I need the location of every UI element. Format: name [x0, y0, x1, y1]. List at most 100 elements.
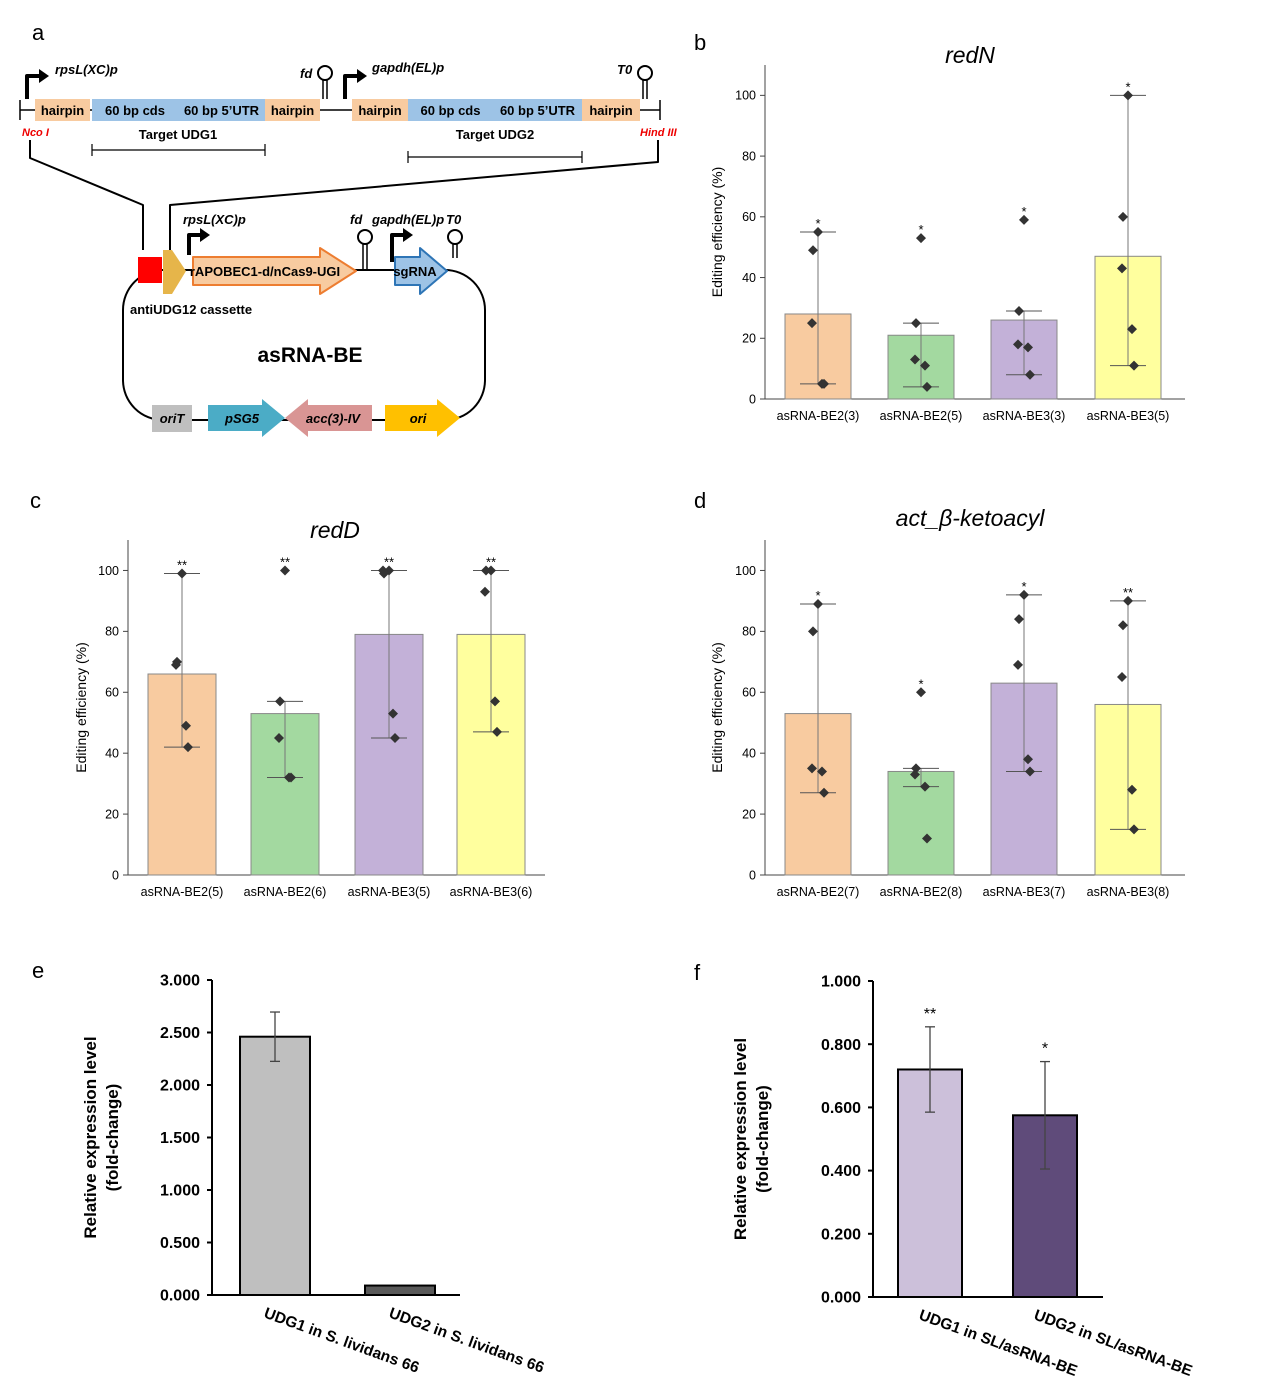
promoter-label: rpsL(XC)p — [183, 212, 246, 227]
y-tick-label: 100 — [735, 564, 756, 578]
panel-label: b — [694, 30, 706, 55]
y-tick-label: 80 — [742, 625, 756, 639]
site-label: Nco I — [22, 127, 50, 139]
part-box — [582, 99, 640, 121]
x-tick-label: asRNA-BE3(8) — [1087, 885, 1170, 899]
promoter-head — [403, 228, 413, 242]
data-point — [1127, 324, 1137, 335]
data-point — [1129, 360, 1139, 371]
data-point — [1013, 339, 1023, 350]
zoom-line — [29, 140, 659, 250]
gene-label: rAPOBEC1-d/nCas9-UGI — [190, 264, 340, 279]
panel-label: d — [694, 488, 706, 513]
gene-label: sgRNA — [393, 264, 437, 279]
promoter — [390, 233, 404, 262]
significance: * — [815, 588, 820, 603]
significance: ** — [384, 554, 394, 569]
y-tick-label: 20 — [742, 332, 756, 346]
y-axis-label: (fold-change) — [753, 1085, 772, 1193]
y-tick-label: 0.000 — [821, 1290, 861, 1307]
x-tick-label: asRNA-BE2(3) — [777, 409, 860, 423]
data-point — [1025, 369, 1035, 380]
bar — [239, 1035, 311, 1296]
promoter-label: rpsL(XC)p — [55, 62, 118, 77]
plasmid-name: asRNA-BE — [257, 344, 362, 367]
panel-label: e — [32, 958, 44, 983]
backbone-part — [152, 405, 192, 432]
y-axis-label: Editing efficiency (%) — [709, 642, 725, 772]
significance: ** — [177, 558, 187, 573]
chart: e Relative expression level (fold-change) 0… — [32, 958, 547, 1377]
x-tick-label: asRNA-BE3(3) — [983, 409, 1066, 423]
site-label: Hind III — [640, 127, 678, 139]
panel-label: c — [30, 488, 41, 513]
data-point — [1117, 263, 1127, 274]
bar — [887, 770, 955, 876]
data-point — [1023, 754, 1033, 765]
x-tick-label: asRNA-BE2(5) — [141, 885, 224, 899]
data-point — [1123, 90, 1133, 101]
terminator — [642, 80, 648, 99]
promoter-head — [39, 69, 49, 83]
data-point — [807, 763, 817, 774]
part-box — [35, 99, 90, 121]
data-point — [388, 708, 398, 719]
data-point — [1013, 659, 1023, 670]
data-point — [916, 233, 926, 244]
part-box — [92, 99, 178, 121]
terminator — [447, 229, 463, 245]
target-bracket — [91, 144, 583, 163]
terminator-label: T0 — [617, 62, 633, 77]
y-tick-label: 3.000 — [160, 973, 200, 990]
y-tick-label: 0.500 — [160, 1235, 200, 1252]
data-point — [1014, 614, 1024, 625]
diagram: a rpsL(XC)p fd gapdh(EL)p T0 Nco I Hind … — [19, 20, 678, 437]
data-point — [813, 227, 823, 237]
y-tick-label: 0.600 — [821, 1100, 861, 1117]
data-point — [1118, 211, 1128, 222]
part-label: hairpin — [271, 103, 314, 118]
data-point — [808, 626, 818, 637]
x-tick-label: asRNA-BE2(5) — [880, 409, 963, 423]
y-tick-label: 2.500 — [160, 1025, 200, 1042]
terminator — [317, 65, 333, 81]
data-point — [1025, 766, 1035, 777]
significance: * — [1042, 1041, 1048, 1058]
target-label: Target UDG1 — [139, 127, 218, 142]
data-point — [480, 586, 490, 597]
y-tick-label: 0 — [749, 868, 756, 882]
y-tick-label: 80 — [742, 149, 756, 163]
data-point — [813, 598, 823, 609]
chart-title: redD — [310, 517, 360, 543]
significance: * — [1125, 79, 1130, 94]
terminator-label: fd — [300, 66, 313, 81]
promoter-label: gapdh(EL)p — [371, 212, 444, 227]
data-point — [819, 787, 829, 798]
part-label: hairpin — [41, 103, 84, 118]
significance: * — [815, 216, 820, 231]
data-point — [181, 720, 191, 731]
gene-arrow — [192, 247, 357, 295]
y-tick-label: 40 — [105, 747, 119, 761]
y-axis-label: Editing efficiency (%) — [73, 642, 89, 772]
chart-title: act_β-ketoacyl — [896, 505, 1046, 531]
data-point — [922, 833, 932, 844]
data-point — [817, 766, 827, 777]
promoter — [25, 74, 40, 99]
data-point — [808, 245, 818, 256]
y-axis-label: Relative expression level — [81, 1036, 100, 1238]
data-point — [1118, 620, 1128, 631]
promoter-head — [357, 69, 367, 83]
y-tick-label: 1.000 — [160, 1183, 200, 1200]
part-box — [408, 99, 493, 121]
y-tick-label: 20 — [105, 807, 119, 821]
data-point — [177, 568, 187, 579]
data-point — [910, 769, 920, 780]
data-point — [911, 318, 921, 329]
bar — [364, 1284, 436, 1297]
part-box — [265, 99, 320, 121]
data-point — [286, 772, 296, 783]
y-tick-label: 0.000 — [160, 1288, 200, 1305]
y-tick-label: 20 — [742, 807, 756, 821]
